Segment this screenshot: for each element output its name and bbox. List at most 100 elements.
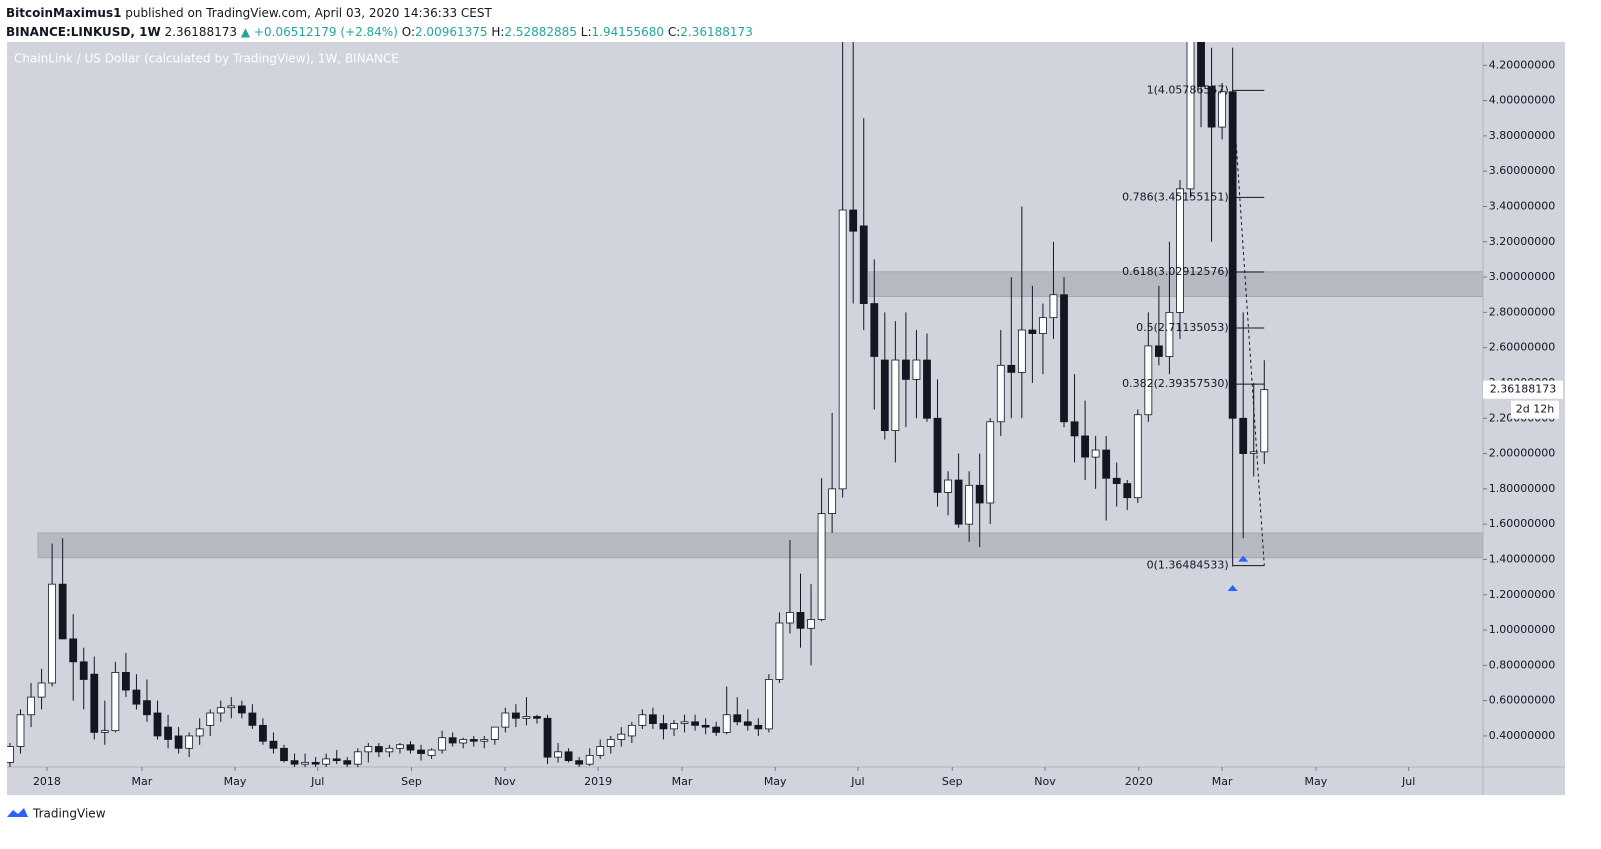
y-tick-label: 3.20000000 (1489, 235, 1555, 248)
axes: 0.40000000 0.60000000 0.80000000 1.00000000… (33, 58, 1563, 788)
candle-body (48, 583, 57, 684)
candle-body (975, 484, 984, 504)
candle-body (617, 733, 626, 740)
x-tick-label: May (224, 775, 247, 788)
y-tick-label: 1.60000000 (1489, 517, 1555, 530)
candle-body (817, 513, 826, 620)
candle-body (1260, 389, 1269, 453)
published: published on TradingView.com, April 03, … (125, 6, 492, 20)
x-tick-label: Jul (310, 775, 324, 788)
countdown: 2d 12h (1516, 403, 1554, 416)
candle-body (27, 696, 35, 716)
candle-body (58, 583, 67, 640)
y-tick-label: 1.40000000 (1489, 552, 1555, 565)
candle-body (1144, 345, 1153, 416)
candle-body (680, 721, 689, 724)
fib-label: 0(1.36484533) (1147, 559, 1229, 572)
y-tick-label: 3.40000000 (1489, 199, 1555, 212)
candle-body (322, 758, 331, 765)
candle-body (164, 726, 172, 740)
candle-body (216, 707, 225, 714)
candle-body (659, 723, 668, 730)
candle-body (564, 751, 573, 762)
candle-body (1007, 364, 1016, 373)
header: BitcoinMaximus1 published on TradingView… (6, 4, 753, 42)
candle-body (596, 746, 605, 756)
publish-line: BitcoinMaximus1 published on TradingView… (6, 4, 753, 23)
candle-body (870, 303, 879, 357)
candle-body (364, 746, 373, 753)
candle-body (828, 488, 837, 514)
y-tick-label: 3.00000000 (1489, 270, 1555, 283)
candle-body (954, 479, 963, 525)
candle-body (1017, 329, 1026, 373)
candle-body (1228, 91, 1237, 419)
candle-body (248, 712, 257, 726)
candle-body (796, 611, 805, 629)
fib-label: 0.5(2.71135053) (1136, 321, 1229, 334)
candle-body (1186, 42, 1195, 190)
y-tick-label: 2.00000000 (1489, 447, 1555, 460)
candle-body (1197, 42, 1205, 87)
candle-body (512, 712, 520, 719)
x-tick-label: Mar (672, 775, 693, 788)
candle-body (1091, 449, 1100, 458)
candle-body (775, 622, 784, 680)
candle-body (7, 746, 14, 763)
x-tick-label: Jul (850, 775, 864, 788)
candle-body (522, 716, 531, 719)
candle-body (996, 364, 1005, 423)
candle-body (575, 760, 584, 765)
y-tick-label: 2.80000000 (1489, 305, 1555, 318)
candle-body (912, 359, 921, 380)
brand[interactable]: TradingView (32, 807, 106, 821)
y-tick-label: 4.20000000 (1489, 58, 1555, 71)
fib-label: 1(4.05786557) (1147, 83, 1229, 96)
candle-body (1102, 449, 1111, 479)
candle-body (1028, 329, 1037, 334)
chart-background (7, 42, 1565, 795)
candle-body (132, 689, 141, 705)
candle-body (627, 724, 636, 737)
candle-body (480, 739, 489, 742)
candle-body (121, 672, 130, 691)
chart-title: ChainLink / US Dollar (calculated by Tra… (14, 52, 399, 66)
y-tick-label: 3.60000000 (1489, 164, 1555, 177)
candle-body (259, 724, 267, 742)
x-tick-label: 2018 (33, 775, 61, 788)
author[interactable]: BitcoinMaximus1 (6, 6, 122, 20)
candle-body (206, 712, 215, 726)
y-tick-label: 0.60000000 (1489, 694, 1555, 707)
candle-body (448, 737, 457, 744)
countdown-bg (1511, 400, 1559, 419)
candle-body (902, 359, 910, 380)
ohlc-key: H: (491, 25, 505, 39)
candle-body (406, 744, 415, 751)
fib-trend (1232, 90, 1265, 566)
x-tick-label: Mar (1212, 775, 1233, 788)
candle-body (1176, 188, 1184, 313)
price-label-bg (1483, 380, 1563, 399)
y-tick-label: 4.00000000 (1489, 94, 1555, 107)
logo: TradingView (7, 807, 106, 821)
candle-body (670, 723, 678, 730)
candle-body (459, 739, 468, 744)
candle-body (807, 619, 815, 629)
candle-body (290, 760, 299, 765)
candle-body (1060, 294, 1068, 423)
fib-label: 0.382(2.39357530) (1122, 377, 1229, 390)
zone (868, 271, 1483, 297)
x-tick-label: May (1305, 775, 1328, 788)
y-tick-label: 0.80000000 (1489, 658, 1555, 671)
candle-body (638, 714, 647, 726)
candle-body (606, 739, 615, 747)
candle-body (90, 673, 99, 733)
candle-body (712, 726, 721, 733)
fib-label: 0.786(3.45155151) (1122, 190, 1229, 203)
candle-body (469, 739, 478, 742)
candle-body (733, 714, 742, 723)
candle-body (1081, 435, 1089, 458)
candle-body (701, 724, 710, 728)
candle-body (1133, 414, 1142, 499)
